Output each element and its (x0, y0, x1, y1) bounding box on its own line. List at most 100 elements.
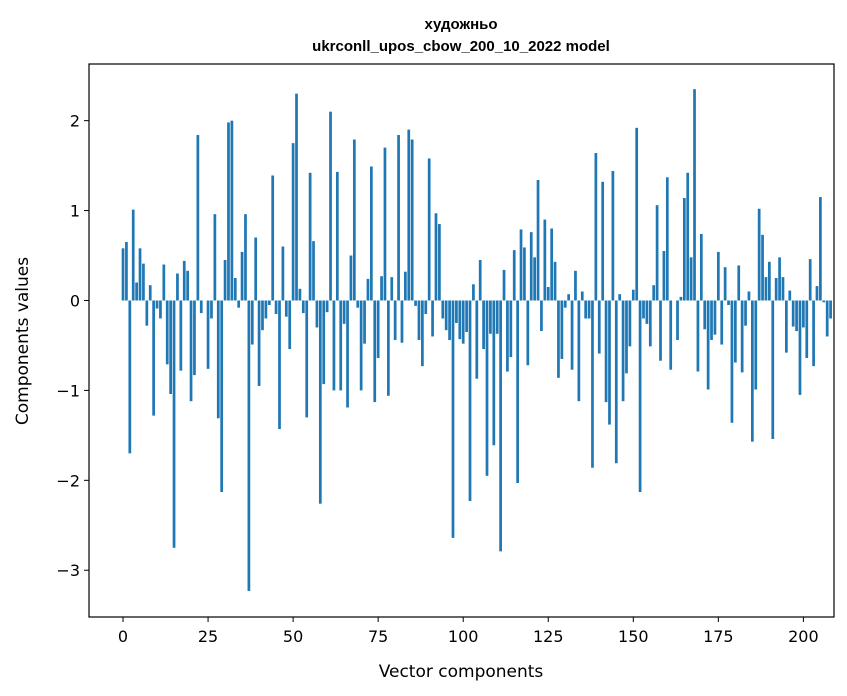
bar-207 (825, 300, 829, 337)
bar-160 (665, 177, 669, 301)
bar-44 (271, 175, 275, 301)
bar-158 (659, 300, 662, 361)
bar-168 (693, 89, 696, 301)
bar-164 (679, 296, 683, 301)
bar-122 (536, 180, 540, 301)
bar-78 (387, 300, 390, 396)
bar-192 (774, 278, 778, 301)
bar-6 (142, 263, 145, 301)
bar-115 (512, 250, 516, 301)
bar-14 (169, 300, 172, 395)
bar-103 (472, 284, 475, 301)
bar-16 (176, 273, 179, 301)
bar-135 (580, 291, 584, 301)
bar-141 (601, 181, 605, 301)
bar-31 (227, 122, 230, 301)
bar-33 (233, 278, 237, 301)
bar-76 (380, 276, 383, 301)
bar-21 (193, 300, 196, 376)
bar-177 (723, 267, 727, 301)
bar-142 (604, 300, 608, 403)
bar-146 (618, 294, 622, 301)
bar-200 (802, 300, 805, 328)
bar-152 (638, 300, 642, 493)
bar-8 (148, 285, 152, 301)
bar-156 (652, 285, 656, 301)
bar-198 (795, 300, 798, 332)
x-tick-label-175: 175 (703, 627, 734, 646)
bar-12 (162, 264, 166, 301)
y-tick-label--1: −1 (56, 381, 80, 400)
bar-11 (159, 300, 162, 319)
bar-20 (189, 300, 193, 402)
bar-64 (339, 300, 343, 391)
x-tick-label-100: 100 (448, 627, 479, 646)
bar-104 (475, 300, 479, 379)
bar-184 (747, 291, 751, 301)
bar-102 (468, 300, 472, 502)
bar-83 (404, 271, 407, 301)
bar-175 (716, 251, 720, 301)
bar-105 (478, 260, 482, 301)
bar-159 (662, 251, 666, 301)
bar-205 (819, 197, 822, 301)
bar-17 (179, 300, 183, 371)
bar-126 (550, 228, 554, 301)
x-tick-label-125: 125 (533, 627, 564, 646)
bar-93 (438, 224, 441, 301)
bar-106 (482, 300, 485, 350)
chart-title: художньо (424, 16, 497, 33)
bar-4 (135, 282, 138, 301)
bar-107 (485, 300, 489, 476)
bar-176 (720, 300, 724, 345)
bar-41 (261, 300, 264, 331)
bar-197 (791, 300, 795, 327)
bar-34 (237, 300, 241, 308)
bar-183 (744, 300, 747, 326)
bar-173 (710, 300, 713, 341)
bar-22 (196, 135, 200, 301)
bar-117 (519, 229, 523, 301)
bar-148 (625, 300, 628, 374)
bar-191 (771, 300, 775, 439)
bar-120 (529, 232, 533, 301)
y-tick-label-2: 2 (70, 112, 80, 131)
bar-62 (332, 300, 336, 391)
bar-188 (761, 234, 764, 301)
y-tick-label--3: −3 (56, 561, 80, 580)
bar-61 (329, 111, 332, 301)
bar-186 (754, 300, 758, 390)
bar-166 (686, 172, 690, 301)
bar-108 (489, 300, 492, 334)
bar-80 (393, 300, 397, 341)
bar-89 (424, 300, 428, 314)
bar-50 (291, 143, 295, 301)
bars-group (121, 89, 832, 591)
bar-42 (264, 300, 268, 319)
bar-94 (441, 300, 445, 319)
x-tick-label-50: 50 (283, 627, 303, 646)
bar-82 (400, 300, 404, 343)
bar-48 (284, 300, 288, 317)
bar-25 (206, 300, 210, 369)
x-axis-label: Vector components (379, 662, 544, 682)
bar-118 (523, 247, 526, 301)
bar-128 (557, 300, 560, 378)
bar-124 (543, 219, 547, 301)
y-tick-label--2: −2 (56, 471, 80, 490)
bar-63 (335, 171, 339, 301)
bar-99 (458, 300, 462, 340)
bar-95 (444, 300, 448, 331)
bar-52 (298, 288, 302, 301)
bar-91 (431, 300, 434, 337)
bar-73 (369, 166, 373, 301)
x-tick-label-75: 75 (368, 627, 388, 646)
y-tick-label-1: 1 (70, 202, 80, 221)
bar-75 (376, 300, 380, 359)
bar-170 (699, 233, 703, 301)
bar-147 (621, 300, 625, 402)
bar-144 (611, 171, 615, 301)
bar-70 (359, 300, 363, 391)
bar-92 (434, 213, 438, 301)
bar-26 (210, 300, 213, 319)
